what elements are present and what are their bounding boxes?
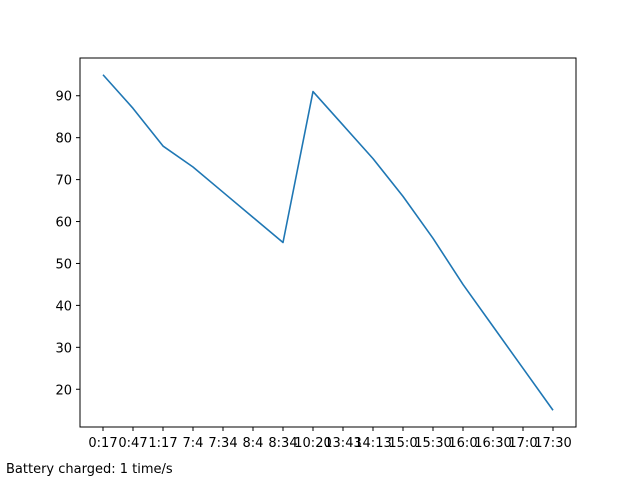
- x-tick-label: 17:0: [508, 436, 537, 451]
- battery-series-line: [102, 74, 554, 411]
- x-tick-label: 14:13: [354, 436, 391, 451]
- y-tick-label: 60: [55, 216, 72, 231]
- x-tick-label: 7:34: [208, 436, 237, 451]
- y-tick-label: 30: [55, 341, 72, 356]
- x-tick-label: 8:34: [268, 436, 297, 451]
- x-tick-label: 15:0: [388, 436, 417, 451]
- x-tick-label: 10:20: [294, 436, 331, 451]
- y-tick-label: 50: [55, 257, 72, 272]
- y-tick-label: 40: [55, 299, 72, 314]
- x-tick-label: 13:43: [324, 436, 361, 451]
- y-axis: 20 30 40 50 60 70 80 90: [55, 90, 80, 398]
- x-tick-label: 16:0: [448, 436, 477, 451]
- plot-area: [79, 57, 577, 428]
- x-tick-label: 17:30: [534, 436, 571, 451]
- x-tick-label: 16:30: [474, 436, 511, 451]
- y-tick-label: 70: [55, 174, 72, 189]
- y-tick-label: 90: [55, 90, 72, 105]
- y-tick-label: 80: [55, 132, 72, 147]
- x-tick-label: 0:17: [88, 436, 117, 451]
- x-tick-label: 1:17: [148, 436, 177, 451]
- y-tick-label: 20: [55, 383, 72, 398]
- battery-charged-caption: Battery charged: 1 time/s: [6, 462, 173, 477]
- x-tick-label: 0:47: [118, 436, 147, 451]
- x-axis: 0:17 0:47 1:17 7:4 7:34 8:4 8:3410:2013:4314:1…: [88, 427, 572, 451]
- x-tick-label: 8:4: [243, 436, 264, 451]
- x-tick-label: 7:4: [183, 436, 204, 451]
- x-tick-label: 15:30: [414, 436, 451, 451]
